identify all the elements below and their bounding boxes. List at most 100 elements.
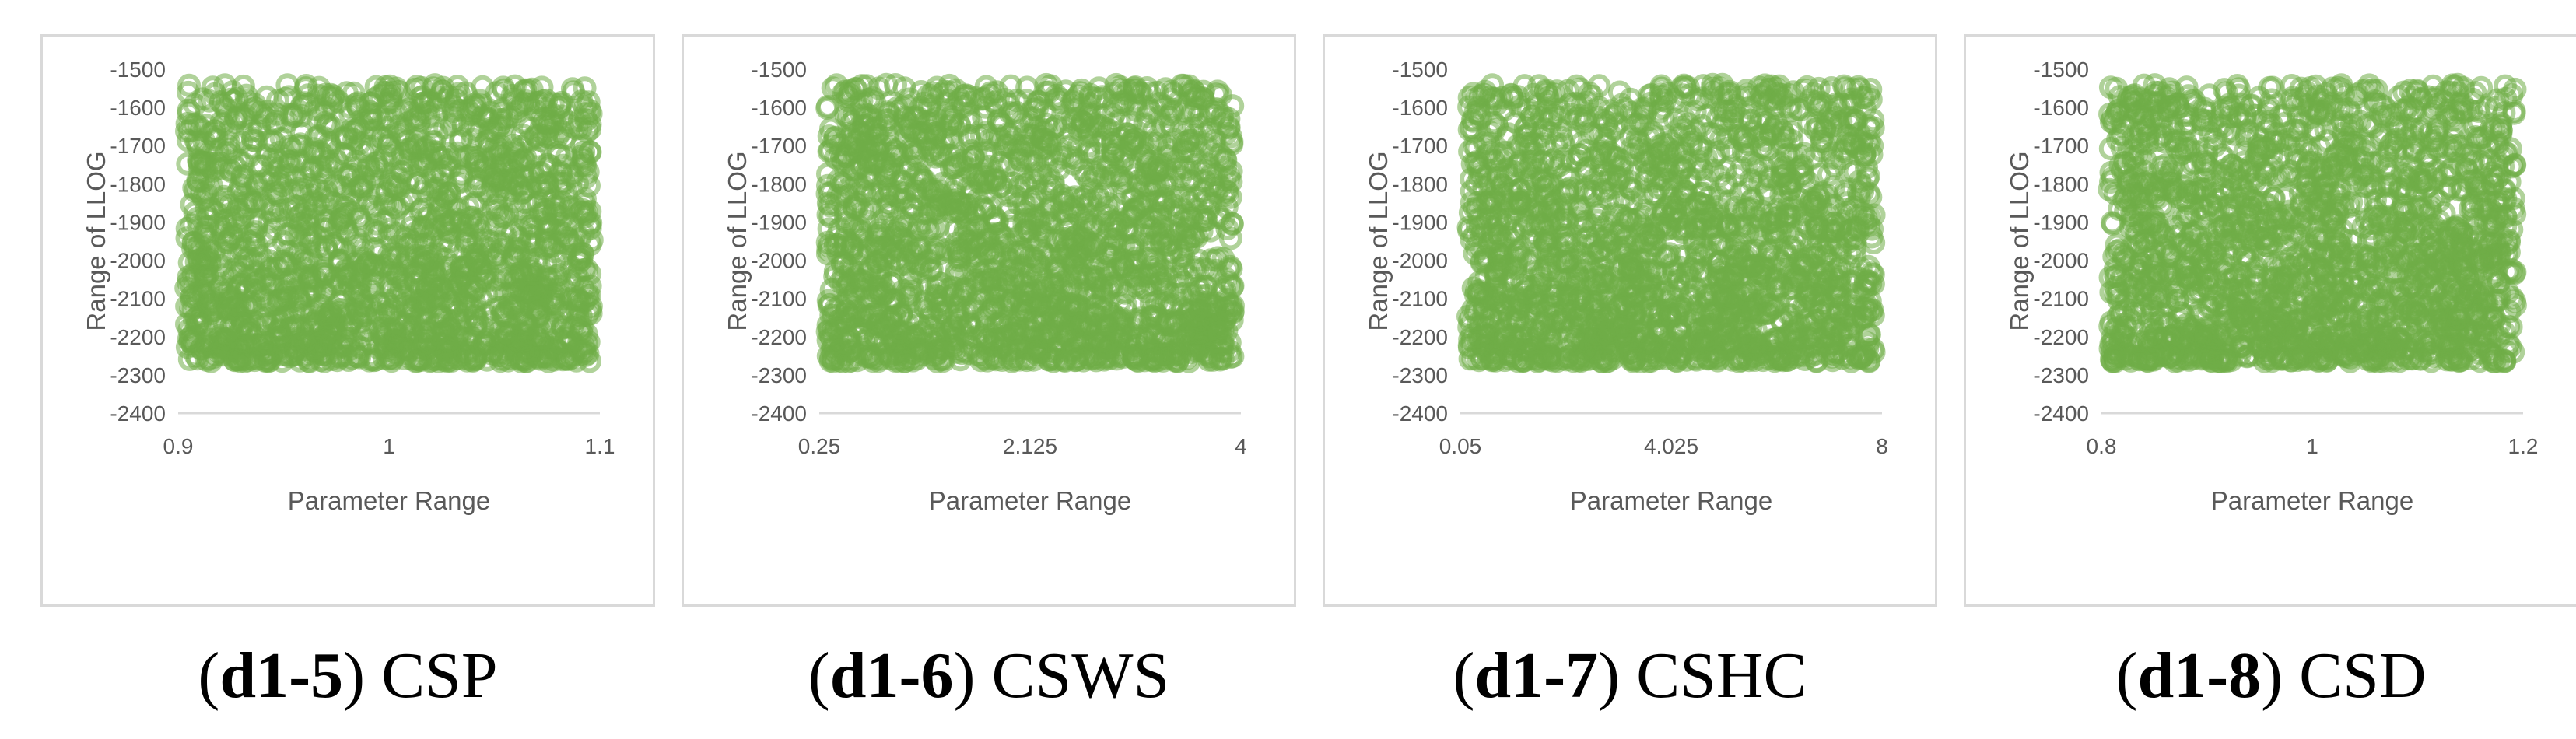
scatter-point [917, 219, 941, 243]
scatter-point [1119, 110, 1143, 134]
scatter-point [1029, 162, 1053, 186]
scatter-point [1103, 213, 1127, 237]
scatter-point [338, 338, 362, 362]
y-tick-label: -2400 [110, 401, 166, 426]
y-tick-label: -1900 [110, 210, 166, 234]
scatter-point [1044, 337, 1068, 361]
scatter-point [302, 299, 326, 323]
scatter-point [1090, 306, 1114, 330]
scatter-point [874, 72, 899, 96]
scatter-point [1050, 145, 1074, 170]
scatter-plot-d1-7: -1500-1600-1700-1800-1900-2000-2100-2200… [1364, 58, 1888, 515]
scatter-point [314, 156, 338, 180]
scatter-point [1190, 191, 1214, 215]
scatter-point [876, 194, 900, 218]
y-tick-label: -2100 [751, 287, 807, 311]
scatter-point [376, 192, 399, 216]
y-tick-label: -2400 [1392, 401, 1448, 426]
scatter-point [456, 99, 480, 122]
scatter-point [972, 105, 996, 129]
scatter-point [909, 343, 934, 367]
scatter-point [298, 264, 321, 288]
scatter-point [426, 188, 450, 212]
scatter-point [238, 322, 262, 346]
scatter-point [1046, 309, 1071, 333]
scatter-point [342, 252, 366, 276]
scatter-point [1214, 121, 1239, 145]
scatter-point [384, 343, 408, 366]
scatter-point [513, 190, 538, 214]
scatter-point [1044, 83, 1068, 107]
scatter-point [263, 194, 287, 218]
scatter-point [201, 299, 224, 323]
scatter-point [1209, 339, 1233, 363]
scatter-point [1091, 85, 1114, 109]
scatter-point [225, 87, 249, 110]
scatter-point [864, 275, 888, 299]
scatter-point [505, 345, 528, 370]
scatter-point [423, 140, 447, 163]
scatter-point [332, 184, 356, 208]
scatter-point [412, 90, 436, 114]
scatter-point [1039, 198, 1064, 222]
scatter-point [1132, 275, 1156, 299]
y-axis-title: Range of LLOG [82, 151, 110, 331]
scatter-point [901, 280, 925, 304]
scatter-point [423, 285, 447, 308]
scatter-point [191, 187, 216, 211]
y-tick-label: -1600 [1392, 96, 1448, 120]
y-tick-label: -2100 [110, 287, 166, 311]
scatter-point [476, 331, 500, 355]
scatter-point [852, 112, 876, 136]
scatter-point [924, 107, 948, 131]
scatter-point [276, 280, 300, 304]
scatter-point [329, 303, 353, 327]
scatter-point [924, 121, 948, 145]
scatter-point [279, 103, 303, 127]
scatter-point [858, 344, 882, 368]
y-tick-label: -2300 [110, 363, 166, 387]
scatter-point [565, 117, 589, 141]
y-tick-label: -2000 [110, 249, 166, 273]
y-tick-label: -2300 [751, 363, 807, 387]
x-axis-title: Parameter Range [288, 486, 490, 515]
scatter-point [940, 333, 964, 357]
scatter-point [1071, 341, 1095, 366]
scatter-point [818, 318, 841, 342]
scatter-point [1001, 130, 1025, 154]
scatter-point [566, 242, 590, 266]
x-tick-label: 0.9 [163, 434, 194, 458]
caption-bold: d1-5 [219, 639, 344, 712]
scatter-point [181, 231, 205, 255]
scatter-point [1042, 349, 1066, 373]
scatter-point [1029, 136, 1053, 160]
scatter-point [384, 329, 408, 353]
scatter-point [466, 249, 490, 273]
chart-panel-d1-7: -1500 -1600 -1700 -1800 -1900 -2000 -2100 -2200… [1323, 34, 1937, 607]
scatter-point [286, 134, 310, 157]
scatter-point [378, 271, 402, 295]
scatter-point [1172, 99, 1196, 123]
scatter-point [843, 299, 867, 324]
scatter-point [570, 275, 594, 299]
scatter-point [360, 279, 384, 303]
scatter-point [231, 271, 255, 295]
scatter-point [843, 216, 867, 240]
scatter-point [549, 90, 573, 114]
scatter-point [281, 308, 305, 332]
scatter-point [559, 195, 583, 219]
scatter-point [341, 201, 365, 226]
scatter-point [517, 281, 541, 304]
scatter-point [254, 85, 279, 109]
scatter-point [500, 247, 524, 271]
scatter-point [217, 131, 241, 155]
scatter-point [547, 263, 571, 287]
scatter-point [560, 77, 584, 101]
scatter-point [1001, 263, 1025, 287]
x-tick-label: 0.25 [798, 434, 841, 458]
scatter-point [1095, 331, 1119, 355]
scatter-point [1011, 191, 1036, 215]
scatter-point [327, 89, 351, 114]
scatter-point [307, 179, 331, 202]
scatter-point [932, 284, 956, 308]
